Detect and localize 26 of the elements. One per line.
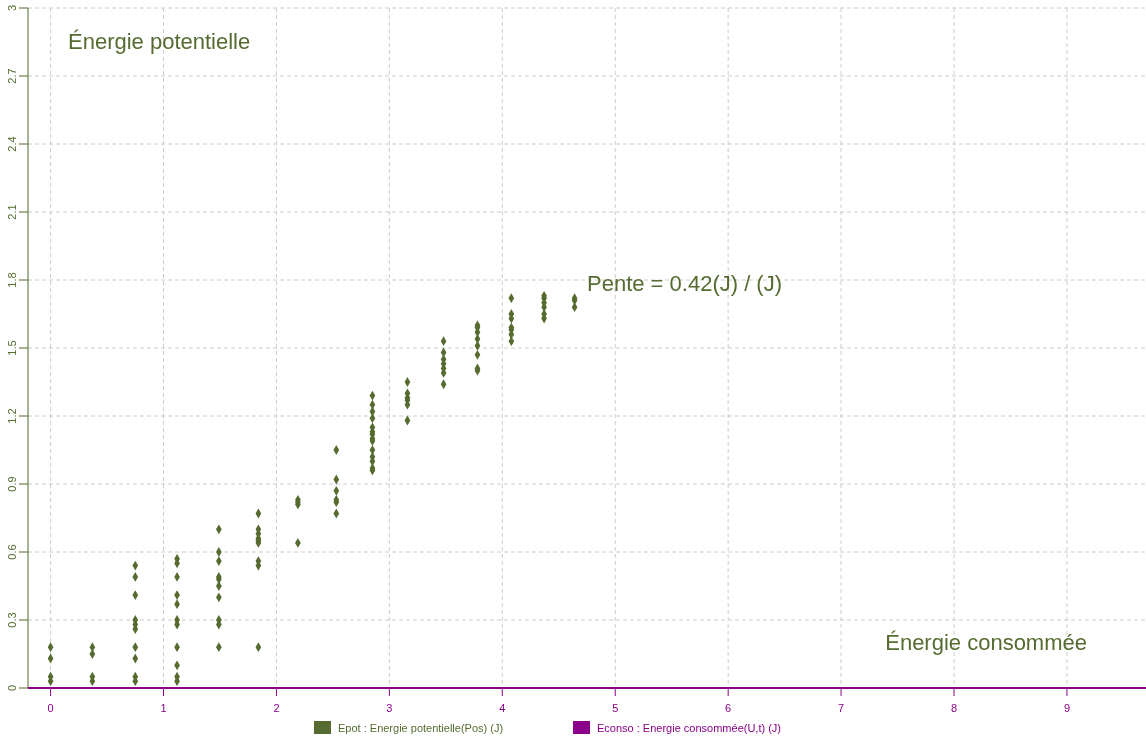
y-tick-label: 0 (6, 684, 18, 692)
x-tick-label: 0 (47, 702, 54, 714)
x-tick-label: 4 (499, 702, 506, 714)
y-tick-label: 1.5 (6, 340, 18, 356)
y-axis-title: Énergie potentielle (68, 29, 251, 54)
y-tick-label: 2.7 (6, 68, 18, 84)
x-tick-label: 5 (612, 702, 619, 714)
y-tick-label: 1.8 (6, 272, 18, 288)
legend-label: Epot : Energie potentielle(Pos) (J) (338, 722, 504, 734)
annotation: Pente = 0.42(J) / (J) (587, 271, 783, 296)
y-tick-label: 2.1 (6, 204, 18, 220)
y-tick-label: 1.2 (6, 408, 18, 424)
x-tick-label: 8 (950, 702, 958, 714)
y-tick-label: 0.6 (6, 544, 18, 560)
x-axis-title: Énergie consommée (885, 630, 1087, 655)
x-tick-label: 7 (838, 702, 845, 714)
x-tick-label: 2 (273, 702, 280, 714)
x-tick-label: 1 (160, 702, 167, 714)
y-tick-label: 3 (6, 4, 18, 12)
y-tick-label: 2.4 (6, 136, 18, 152)
x-tick-label: 9 (1063, 702, 1071, 714)
y-tick-label: 0.9 (6, 476, 18, 492)
legend-label: Econso : Energie consommée(U,t) (J) (597, 722, 782, 734)
x-tick-label: 6 (725, 702, 732, 714)
y-tick-label: 0.3 (6, 612, 18, 628)
x-tick-label: 3 (386, 702, 393, 714)
